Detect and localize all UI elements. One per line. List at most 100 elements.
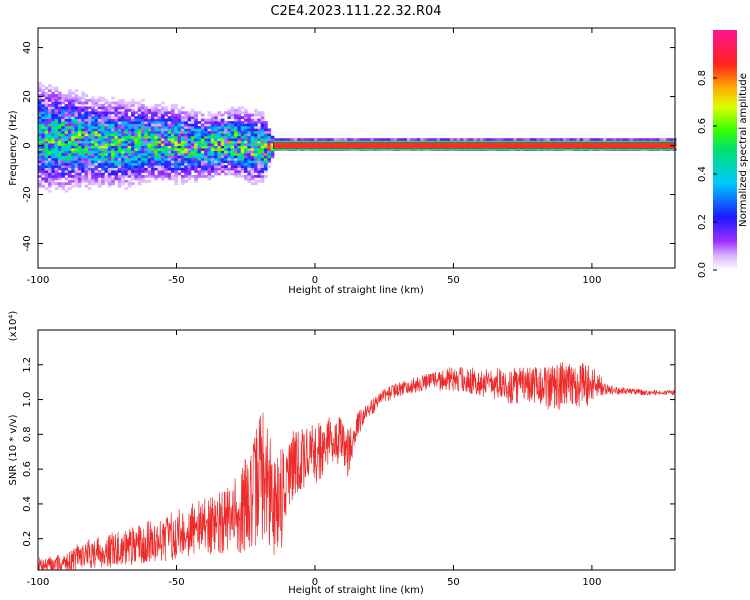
heatmap-cell bbox=[160, 125, 165, 129]
heatmap-cell bbox=[237, 145, 242, 149]
heatmap-cell bbox=[61, 170, 65, 173]
heatmap-cell bbox=[54, 138, 59, 142]
heatmap-cell bbox=[234, 157, 238, 161]
heatmap-cell bbox=[94, 108, 99, 112]
heatmap-cell bbox=[197, 162, 202, 166]
heatmap-cell bbox=[54, 167, 59, 171]
heatmap-cell bbox=[549, 138, 554, 142]
heatmap-cell bbox=[207, 130, 212, 134]
heatmap-cell bbox=[54, 140, 59, 144]
heatmap-cell bbox=[44, 111, 49, 115]
heatmap-cell bbox=[234, 111, 238, 115]
heatmap-cell bbox=[164, 172, 169, 176]
heatmap-cell bbox=[234, 150, 238, 154]
heatmap-cell bbox=[44, 94, 49, 97]
heatmap-cell bbox=[64, 157, 69, 161]
heatmap-cell bbox=[244, 145, 248, 149]
heatmap-cell bbox=[257, 135, 262, 139]
heatmap-cell bbox=[101, 128, 105, 132]
heatmap-cell bbox=[87, 182, 92, 186]
heatmap-cell bbox=[38, 148, 42, 151]
heatmap-cell bbox=[147, 157, 152, 161]
heatmap-cell bbox=[194, 162, 198, 166]
heatmap-cell bbox=[57, 138, 62, 142]
heatmap-cell bbox=[81, 123, 85, 127]
heatmap-cell bbox=[197, 130, 202, 134]
heatmap-cell bbox=[200, 128, 205, 132]
heatmap-cell bbox=[94, 111, 99, 115]
heatmap-cell bbox=[131, 157, 135, 161]
heatmap-cell bbox=[101, 106, 105, 110]
heatmap-cell bbox=[81, 167, 85, 171]
heatmap-cell bbox=[184, 155, 188, 159]
heatmap-cell bbox=[57, 167, 62, 171]
heatmap-cell bbox=[41, 177, 46, 181]
heatmap-cell bbox=[51, 150, 56, 154]
heatmap-cell bbox=[220, 123, 225, 127]
heatmap-cell bbox=[310, 138, 315, 142]
heatmap-cell bbox=[157, 108, 162, 112]
heatmap-cell bbox=[543, 138, 547, 142]
heatmap-cell bbox=[107, 133, 112, 137]
heatmap-cell bbox=[190, 165, 195, 168]
heatmap-cell bbox=[160, 113, 165, 117]
heatmap-cell bbox=[131, 135, 135, 139]
heatmap-cell bbox=[87, 179, 92, 183]
heatmap-cell bbox=[260, 145, 265, 149]
heatmap-cell bbox=[117, 177, 122, 181]
heatmap-cell bbox=[131, 167, 135, 171]
heatmap-cell bbox=[247, 160, 252, 164]
heatmap-cell bbox=[137, 111, 142, 115]
heatmap-cell bbox=[124, 187, 129, 191]
heatmap-cell bbox=[124, 160, 129, 164]
heatmap-cell bbox=[220, 157, 225, 161]
heatmap-cell bbox=[170, 111, 175, 115]
heatmap-cell bbox=[234, 113, 238, 117]
heatmap-cell bbox=[217, 155, 222, 159]
heatmap-cell bbox=[47, 143, 52, 146]
heatmap-cell bbox=[187, 118, 192, 122]
heatmap-cell bbox=[57, 148, 62, 151]
heatmap-cell bbox=[81, 135, 85, 139]
heatmap-cell bbox=[127, 174, 132, 178]
heatmap-cell bbox=[164, 143, 169, 146]
heatmap-cell bbox=[220, 128, 225, 132]
heatmap-cell bbox=[134, 152, 139, 156]
heatmap-cell bbox=[174, 167, 178, 171]
heatmap-cell bbox=[111, 118, 115, 122]
heatmap-cell bbox=[204, 121, 208, 124]
heatmap-cell bbox=[61, 133, 65, 137]
heatmap-cell bbox=[131, 108, 135, 112]
heatmap-cell bbox=[220, 135, 225, 139]
heatmap-cell bbox=[240, 116, 245, 120]
heatmap-cell bbox=[41, 150, 46, 154]
heatmap-cell bbox=[131, 143, 135, 146]
heatmap-cell bbox=[51, 99, 56, 102]
heatmap-cell bbox=[64, 177, 69, 181]
heatmap-cell bbox=[101, 113, 105, 117]
heatmap-cell bbox=[210, 140, 215, 144]
heatmap-cell bbox=[141, 140, 145, 144]
heatmap-cell bbox=[220, 152, 225, 156]
heatmap-cell bbox=[247, 165, 252, 168]
heatmap-cell bbox=[71, 91, 75, 95]
heatmap-cell bbox=[247, 157, 252, 161]
heatmap-cell bbox=[41, 133, 46, 137]
heatmap-cell bbox=[71, 167, 75, 171]
heatmap-cell bbox=[84, 111, 89, 115]
heatmap-cell bbox=[666, 138, 670, 142]
heatmap-cell bbox=[167, 170, 172, 173]
heatmap-cell bbox=[230, 125, 235, 129]
heatmap-cell bbox=[619, 138, 624, 142]
heatmap-cell bbox=[247, 135, 252, 139]
heatmap-cell bbox=[124, 143, 129, 146]
heatmap-cell bbox=[117, 157, 122, 161]
heatmap-cell bbox=[257, 165, 262, 168]
heatmap-cell bbox=[160, 108, 165, 112]
heatmap-cell bbox=[174, 174, 178, 178]
heatmap-cell bbox=[74, 123, 79, 127]
heatmap-cell bbox=[257, 160, 262, 164]
heatmap-cell bbox=[77, 155, 82, 159]
heatmap-cell bbox=[71, 121, 75, 124]
